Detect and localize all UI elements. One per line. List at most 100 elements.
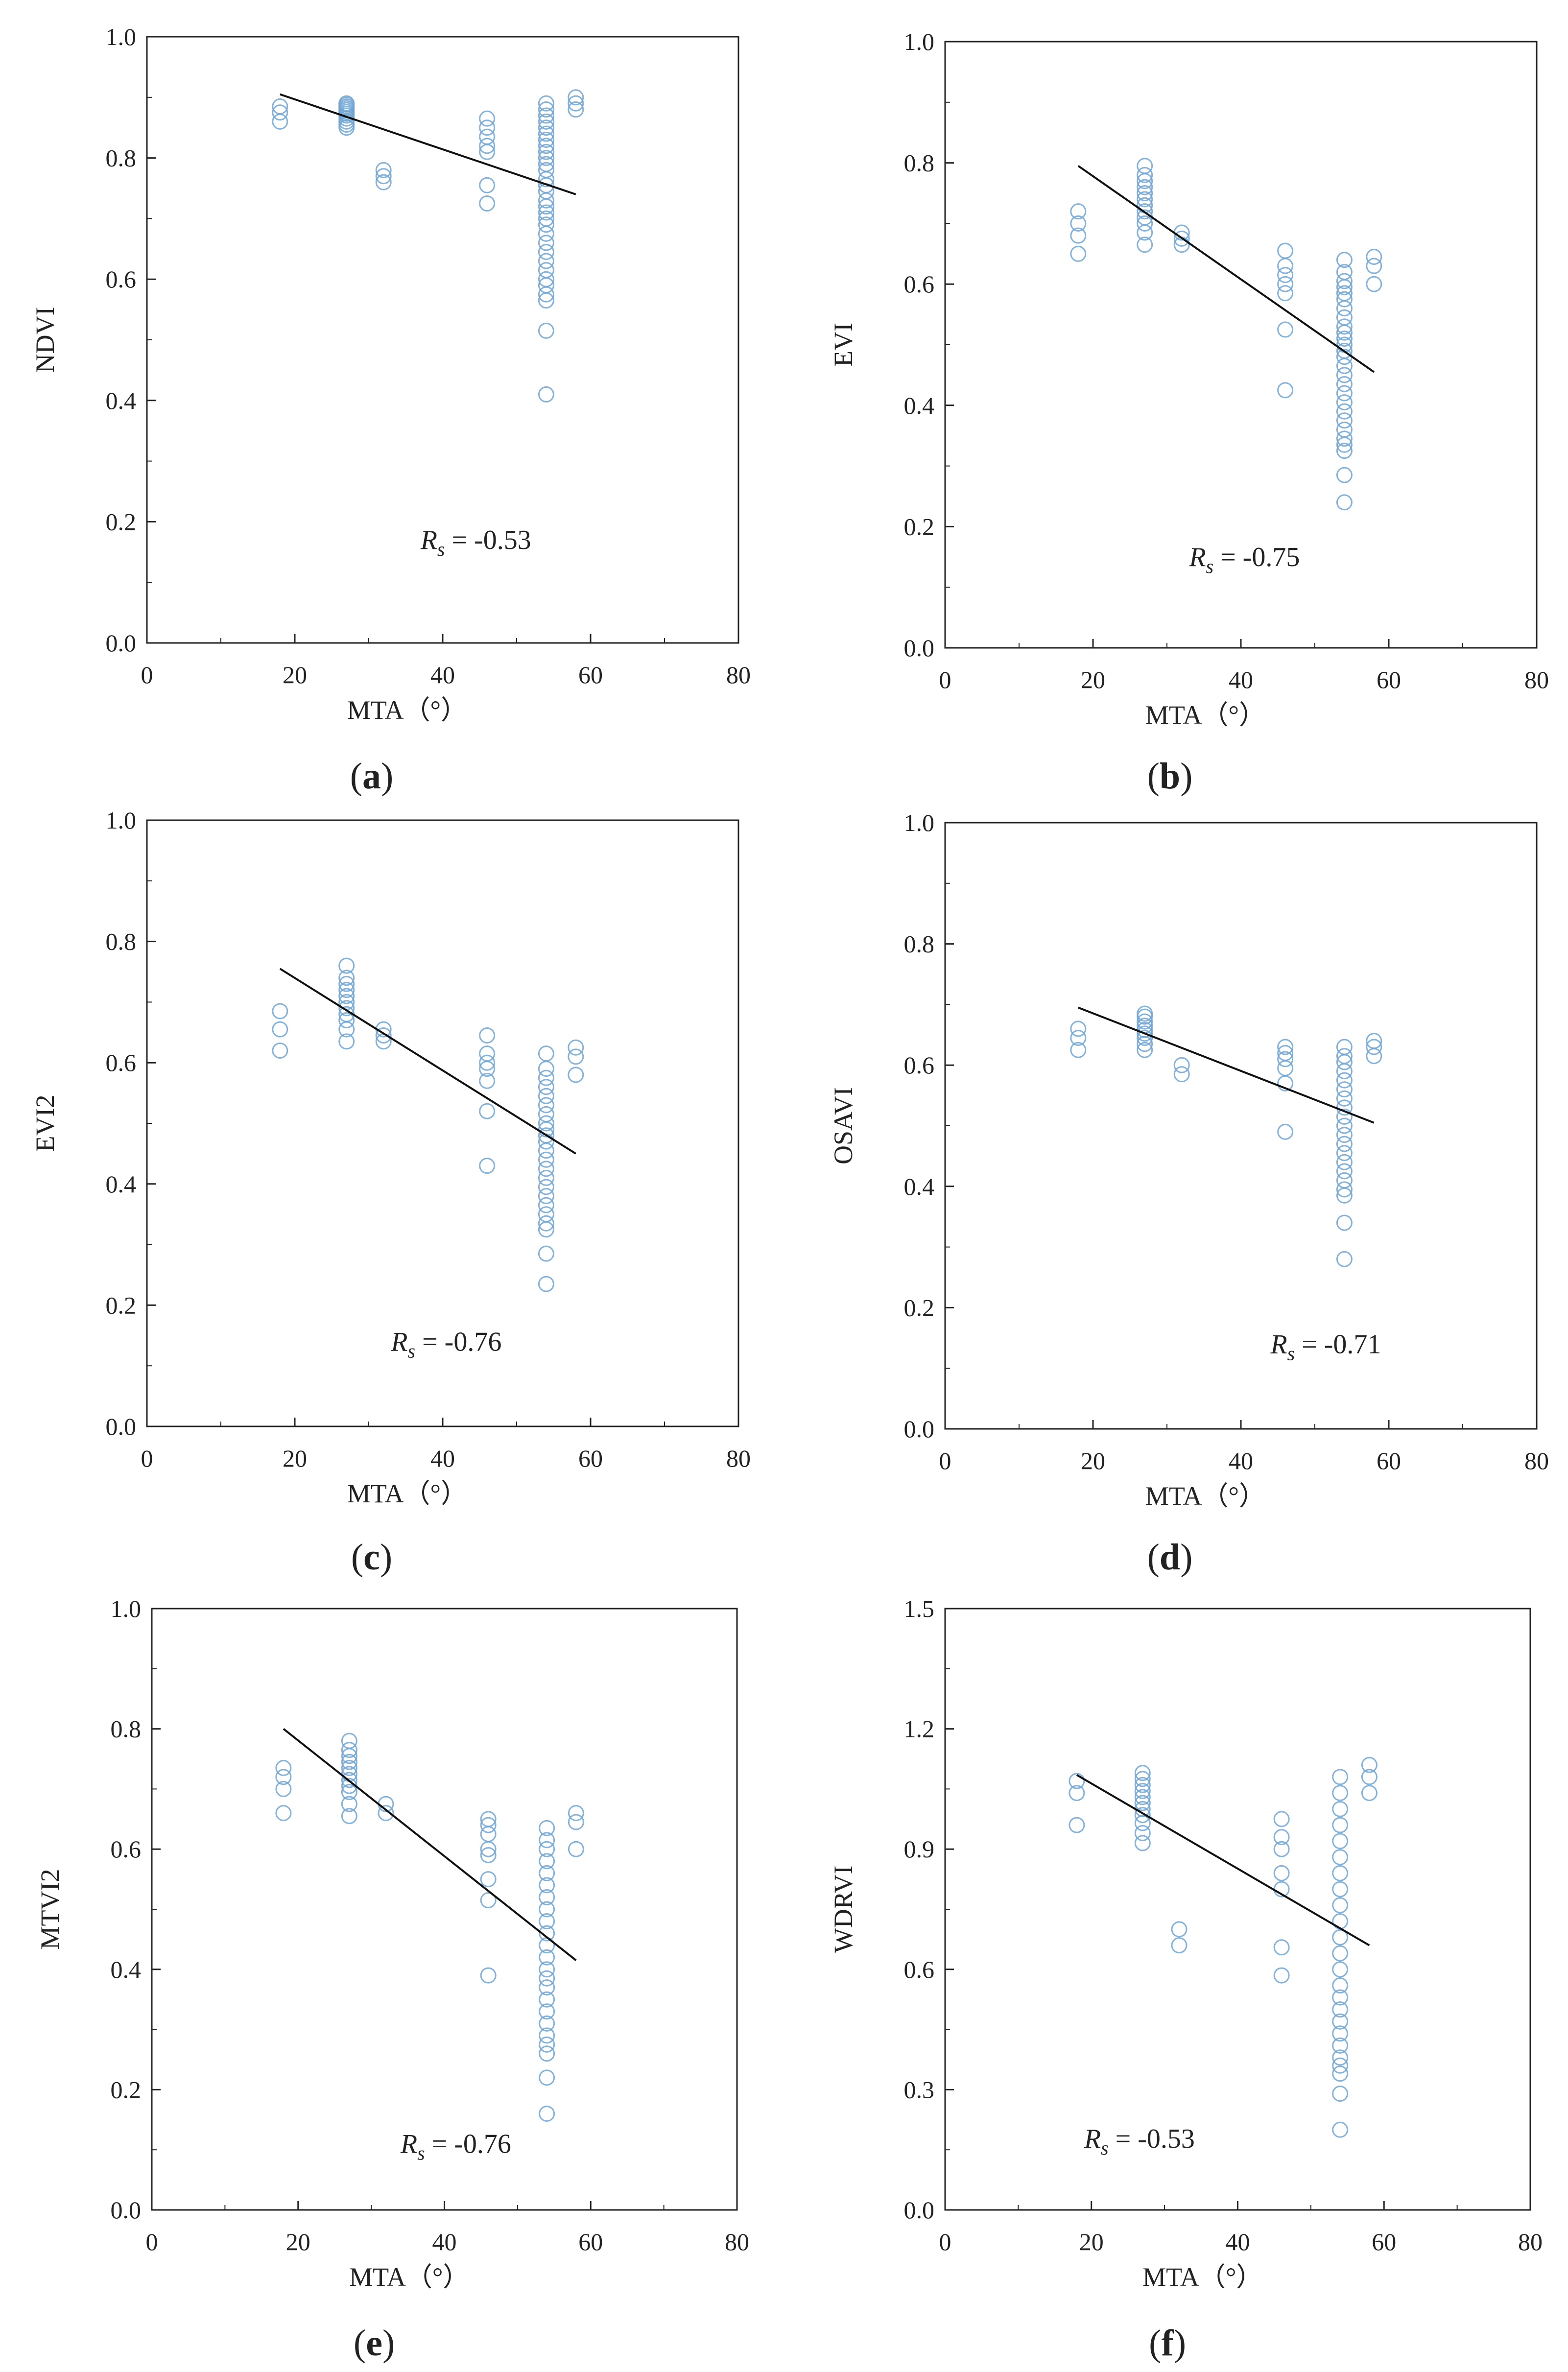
correlation-annotation: Rs = -0.53	[1084, 2124, 1195, 2159]
data-point	[1070, 1029, 1087, 1046]
data-point	[1332, 1785, 1349, 1802]
data-point	[1134, 1765, 1151, 1781]
y-tick-label: 0.8	[904, 930, 935, 958]
data-point	[1332, 1945, 1349, 1962]
data-point	[1366, 258, 1382, 274]
data-point	[539, 1820, 555, 1836]
data-point	[1332, 1769, 1349, 1785]
y-tick-label: 0.6	[106, 265, 137, 293]
data-point	[538, 119, 554, 136]
data-point	[1336, 342, 1353, 359]
data-point	[480, 1892, 497, 1909]
plot-frame	[944, 822, 1538, 1430]
trend-line	[1076, 1774, 1370, 1946]
data-point	[1336, 367, 1353, 383]
data-point	[538, 1088, 554, 1104]
data-point	[538, 1097, 554, 1114]
correlation-annotation: Rs = -0.71	[1270, 1329, 1381, 1364]
y-tick-label: 1.0	[106, 23, 137, 50]
data-point	[568, 1805, 584, 1822]
data-point	[1277, 321, 1294, 338]
data-point	[338, 95, 355, 112]
data-point	[480, 1811, 497, 1827]
data-point	[1273, 1829, 1290, 1846]
x-tick-label: 60	[578, 1445, 603, 1472]
data-point	[538, 138, 554, 154]
chart-a: 0.0 0.2 0.4 0.6 0.8 1.0 0 20 40 60 80 MTA（°） NDVI Rs …	[30, 23, 751, 797]
panel-label: (f)	[1149, 2323, 1186, 2364]
data-point	[1277, 285, 1294, 302]
data-point	[275, 1780, 292, 1797]
y-tick-label: 0.8	[106, 928, 137, 955]
data-point	[1277, 258, 1294, 274]
data-point	[1332, 1849, 1349, 1866]
data-point	[479, 195, 496, 212]
trend-line	[280, 93, 576, 195]
data-point	[341, 1754, 357, 1770]
data-point	[1332, 2057, 1349, 2074]
x-tick-label: 80	[725, 2228, 749, 2255]
data-point	[1366, 1048, 1382, 1065]
x-tick-label: 40	[1226, 2228, 1250, 2255]
data-point	[538, 1115, 554, 1132]
data-point	[539, 1877, 555, 1894]
y-tick-label: 0.6	[106, 1049, 137, 1076]
panel-label: (e)	[354, 2323, 395, 2364]
data-point	[375, 174, 392, 190]
data-point	[479, 119, 496, 136]
y-tick-label: 0.4	[904, 392, 935, 419]
data-point	[1336, 285, 1353, 302]
data-point	[1137, 1025, 1153, 1042]
data-point	[1070, 227, 1087, 244]
data-point	[1134, 1795, 1151, 1811]
data-point	[539, 1913, 555, 1930]
x-tick-label: 80	[1524, 666, 1549, 693]
data-point	[1332, 1801, 1349, 1817]
y-tick-label: 0.8	[904, 149, 935, 177]
y-tick-label: 1.5	[904, 1595, 935, 1622]
y-tick-label: 0.6	[904, 1956, 935, 1983]
data-point	[1366, 276, 1382, 292]
data-point	[272, 1042, 288, 1059]
data-point	[538, 1188, 554, 1205]
data-point	[479, 1072, 496, 1089]
data-point	[1137, 203, 1153, 220]
data-point	[568, 1048, 584, 1065]
y-tick-label: 0.4	[111, 1956, 142, 1983]
data-point	[539, 1865, 555, 1881]
x-axis-title: MTA（°）	[1145, 700, 1265, 730]
data-point	[538, 386, 554, 403]
data-point	[1332, 2049, 1349, 2066]
data-point	[275, 1759, 292, 1776]
y-tick-label: 0.0	[904, 2196, 935, 2224]
y-tick-label: 0.3	[904, 2076, 935, 2103]
data-point	[1336, 1154, 1353, 1170]
data-point	[538, 95, 554, 112]
y-tick-label: 0.4	[904, 1173, 935, 1200]
data-point	[1332, 1881, 1349, 1898]
data-point	[1069, 1817, 1085, 1833]
data-point	[538, 235, 554, 251]
data-point	[375, 162, 392, 178]
data-point	[568, 1039, 584, 1056]
x-axis-title: MTA（°）	[1142, 2262, 1262, 2292]
chart-b: 0.0 0.2 0.4 0.6 0.8 1.0 0 20 40 60 80 MTA（°） EVI Rs =…	[829, 28, 1549, 797]
data-point	[1336, 494, 1353, 511]
data-point	[1336, 412, 1353, 429]
data-point	[538, 271, 554, 287]
data-point	[1173, 1066, 1190, 1083]
data-point	[1332, 2121, 1349, 2138]
data-point	[1137, 191, 1153, 208]
data-point	[1336, 263, 1353, 280]
data-point	[1273, 1841, 1290, 1857]
x-tick-label: 20	[1081, 666, 1105, 693]
data-point	[538, 1127, 554, 1144]
data-point	[341, 1742, 357, 1758]
data-point	[1134, 1782, 1151, 1799]
data-point	[1277, 1051, 1294, 1067]
data-point	[1070, 203, 1087, 220]
data-point	[539, 1949, 555, 1966]
x-tick-label: 0	[939, 666, 951, 693]
data-point	[1173, 1057, 1190, 1073]
